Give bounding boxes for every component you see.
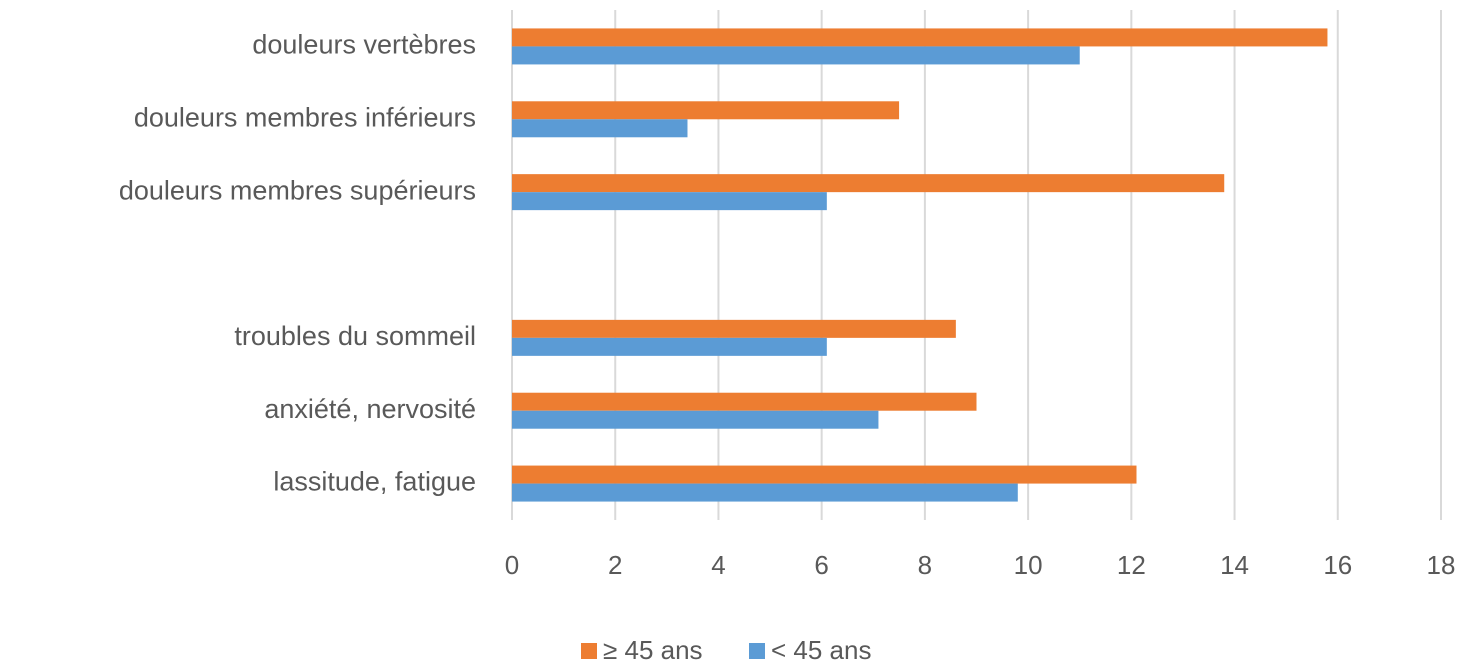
x-tick-label: 18 bbox=[1427, 550, 1456, 580]
x-tick-label: 6 bbox=[814, 550, 828, 580]
bar bbox=[512, 174, 1225, 193]
bar bbox=[512, 28, 1328, 47]
legend-swatch bbox=[749, 643, 765, 659]
bar bbox=[512, 410, 879, 429]
legend-label: ≥ 45 ans bbox=[603, 635, 703, 665]
legend-label: < 45 ans bbox=[771, 635, 871, 665]
bar bbox=[512, 46, 1080, 65]
x-tick-label: 8 bbox=[918, 550, 932, 580]
y-tick-label: douleurs membres supérieurs bbox=[119, 175, 476, 205]
x-tick-label: 14 bbox=[1220, 550, 1249, 580]
y-tick-label: douleurs vertèbres bbox=[252, 30, 476, 60]
bar bbox=[512, 337, 827, 356]
x-tick-label: 0 bbox=[505, 550, 519, 580]
bar bbox=[512, 192, 827, 211]
bar bbox=[512, 465, 1137, 484]
x-tick-label: 16 bbox=[1323, 550, 1352, 580]
y-tick-label: troubles du sommeil bbox=[234, 321, 476, 351]
bar bbox=[512, 101, 900, 120]
bar bbox=[512, 319, 956, 338]
x-tick-label: 12 bbox=[1117, 550, 1146, 580]
legend-swatch bbox=[581, 643, 597, 659]
x-tick-label: 4 bbox=[711, 550, 725, 580]
x-tick-label: 10 bbox=[1014, 550, 1043, 580]
y-tick-label: anxiété, nervosité bbox=[264, 394, 476, 424]
y-tick-label: lassitude, fatigue bbox=[273, 467, 476, 497]
y-tick-label: douleurs membres inférieurs bbox=[134, 102, 476, 132]
bar bbox=[512, 483, 1018, 502]
x-tick-label: 2 bbox=[608, 550, 622, 580]
bar bbox=[512, 119, 688, 138]
bar bbox=[512, 392, 977, 411]
